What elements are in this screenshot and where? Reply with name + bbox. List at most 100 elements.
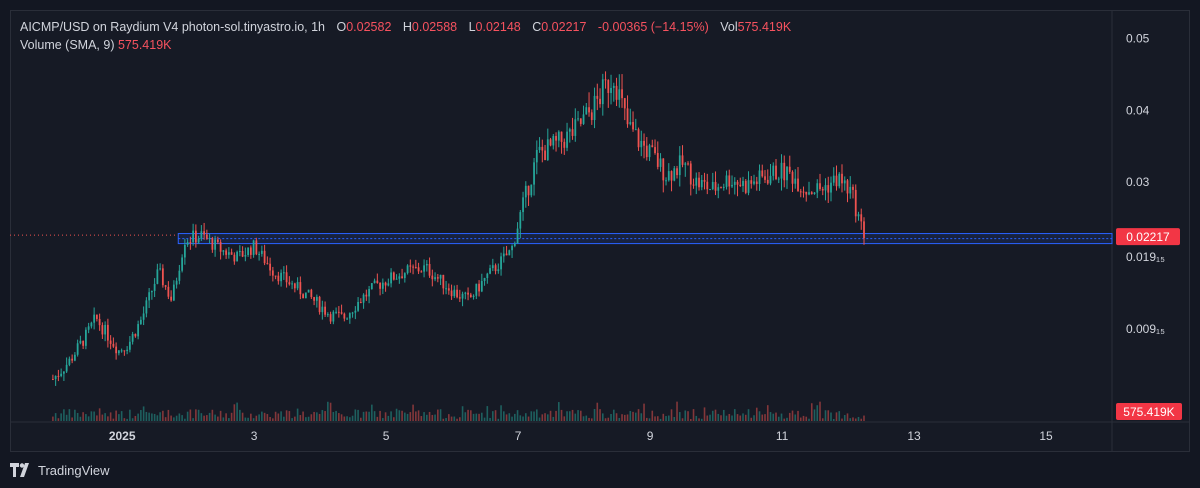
volume-bar xyxy=(711,410,714,421)
volume-bar xyxy=(52,416,54,421)
close-value: 0.02217 xyxy=(541,20,587,34)
candle-body xyxy=(192,230,195,243)
volume-bar xyxy=(203,415,205,421)
candle-body xyxy=(313,297,315,301)
volume-bar xyxy=(145,411,148,421)
candle-body xyxy=(142,313,145,320)
volume-bar xyxy=(206,415,208,421)
volume-bar xyxy=(244,417,247,421)
candle-body xyxy=(161,268,164,286)
open-label: O xyxy=(336,20,347,34)
volume-bar xyxy=(744,414,747,421)
candle-body xyxy=(513,243,516,246)
volume-bar xyxy=(703,407,706,421)
volume-bar xyxy=(349,417,351,421)
volume-bar xyxy=(780,413,783,421)
volume-bar xyxy=(214,414,216,421)
volume-bar xyxy=(684,410,687,421)
candle-body xyxy=(711,181,714,190)
candle-body xyxy=(610,87,612,93)
volume-bar xyxy=(802,415,805,421)
volume-bar xyxy=(742,413,744,421)
volume-bar xyxy=(832,418,835,421)
candle-body xyxy=(431,275,434,280)
volume-bar xyxy=(140,410,142,421)
volume-bar xyxy=(189,409,192,421)
volume-bar xyxy=(494,410,497,421)
volume-bar xyxy=(299,415,302,421)
candle-body xyxy=(863,221,865,239)
volume-bar xyxy=(612,409,615,421)
candle-body xyxy=(827,185,830,193)
volume-bar xyxy=(596,402,599,421)
candle-body xyxy=(574,119,577,136)
volume-bar xyxy=(810,403,813,421)
candle-body xyxy=(555,136,557,141)
candle-body xyxy=(381,282,384,289)
volume-bar xyxy=(109,412,112,421)
low-label: L xyxy=(468,20,476,34)
candle-body xyxy=(568,129,571,132)
candle-body xyxy=(538,146,541,151)
candle-body xyxy=(742,180,744,186)
volume-bar xyxy=(632,411,634,421)
volume-bar xyxy=(689,418,692,421)
candle-body xyxy=(736,181,739,185)
volume-bar xyxy=(225,413,227,421)
candle-body xyxy=(728,175,731,187)
volume-bar xyxy=(65,414,68,421)
candle-body xyxy=(145,300,148,314)
candle-body xyxy=(362,294,365,303)
candle-body xyxy=(76,343,79,355)
candle-body xyxy=(596,95,599,99)
candle-body xyxy=(398,276,401,279)
last-price-badge: 0.02217 xyxy=(1126,230,1170,244)
volume-bar xyxy=(175,415,178,421)
candle-body xyxy=(673,168,676,181)
candle-body xyxy=(577,118,579,120)
candle-body xyxy=(208,238,211,240)
volume-bar xyxy=(302,411,304,421)
candle-body xyxy=(615,85,618,100)
candle-body xyxy=(599,98,601,105)
candle-body xyxy=(271,270,274,276)
support-band xyxy=(10,233,1113,245)
candle-body xyxy=(134,333,137,337)
candle-body xyxy=(68,358,71,365)
candle-body xyxy=(634,129,637,131)
candle-body xyxy=(494,265,497,272)
candle-body xyxy=(318,296,321,313)
volume-bar xyxy=(316,412,318,421)
volume-bar xyxy=(71,417,73,421)
volume-bar xyxy=(764,414,766,421)
volume-bar xyxy=(714,409,717,421)
volume-bar xyxy=(96,415,98,421)
brand[interactable]: TradingView xyxy=(10,458,110,482)
candle-body xyxy=(546,139,549,161)
candle-body xyxy=(159,268,162,270)
candle-body xyxy=(288,282,291,285)
candle-body xyxy=(395,278,398,280)
grid xyxy=(10,10,1190,452)
candle-body xyxy=(79,340,82,344)
candle-body xyxy=(508,250,511,256)
candle-body xyxy=(601,79,604,105)
volume-bar xyxy=(401,410,403,421)
candle-body xyxy=(387,283,390,286)
candle-body xyxy=(744,180,747,193)
volume-badge-bg xyxy=(1116,403,1182,420)
volume-bar xyxy=(437,409,439,421)
candle-body xyxy=(676,168,678,176)
volume-bar xyxy=(568,411,571,421)
candle-body xyxy=(665,180,667,182)
candle-body xyxy=(841,173,843,184)
volume-bar xyxy=(423,412,425,421)
volume-bar xyxy=(456,418,458,421)
volume-bar xyxy=(426,414,428,421)
candle-body xyxy=(263,250,266,264)
volume-bar xyxy=(599,409,601,421)
candle-body xyxy=(109,340,112,344)
candle-body xyxy=(128,341,131,350)
volume-bar xyxy=(266,414,269,421)
volume-bar xyxy=(362,411,365,421)
